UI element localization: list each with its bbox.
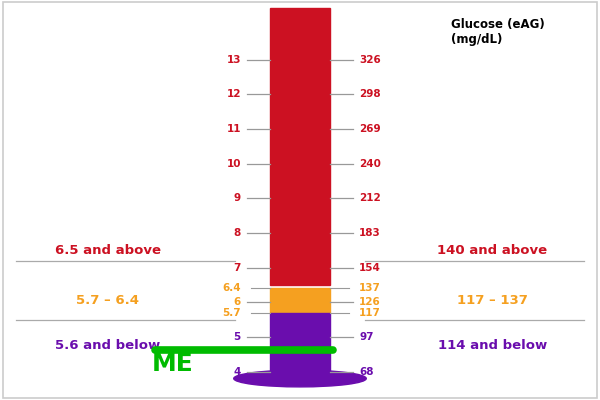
Text: 8: 8	[233, 228, 241, 238]
Text: 240: 240	[359, 159, 381, 169]
Text: 269: 269	[359, 124, 381, 134]
Text: 68: 68	[359, 366, 374, 376]
Text: 140 and above: 140 and above	[437, 244, 547, 257]
Text: 5.6 and below: 5.6 and below	[55, 339, 160, 352]
Bar	[271, 288, 329, 313]
Text: 126: 126	[359, 297, 381, 307]
Text: 183: 183	[359, 228, 381, 238]
Text: 6.4: 6.4	[222, 283, 241, 293]
Text: 97: 97	[359, 332, 374, 342]
Text: 7: 7	[233, 262, 241, 272]
Text: 326: 326	[359, 55, 381, 65]
Text: 6.5 and above: 6.5 and above	[55, 244, 161, 257]
Bar	[271, 8, 329, 285]
Text: 298: 298	[359, 89, 381, 99]
Text: 5.7 – 6.4: 5.7 – 6.4	[76, 294, 139, 307]
Text: 117 – 137: 117 – 137	[457, 294, 528, 307]
Text: 6: 6	[233, 297, 241, 307]
Text: 10: 10	[226, 159, 241, 169]
Text: 13: 13	[226, 55, 241, 65]
Text: 11: 11	[226, 124, 241, 134]
Text: 5.7: 5.7	[222, 308, 241, 318]
Ellipse shape	[234, 370, 366, 387]
Text: 4: 4	[233, 366, 241, 376]
Text: 212: 212	[359, 193, 381, 203]
Text: 154: 154	[359, 262, 381, 272]
Text: 9: 9	[234, 193, 241, 203]
Text: 137: 137	[359, 283, 381, 293]
Text: 114 and below: 114 and below	[437, 339, 547, 352]
Text: 5: 5	[233, 332, 241, 342]
Text: ME: ME	[152, 352, 194, 376]
Bar	[271, 313, 329, 378]
Text: 12: 12	[226, 89, 241, 99]
Text: 117: 117	[359, 308, 381, 318]
Text: Glucose (eAG)
(mg/dL): Glucose (eAG) (mg/dL)	[451, 18, 545, 46]
